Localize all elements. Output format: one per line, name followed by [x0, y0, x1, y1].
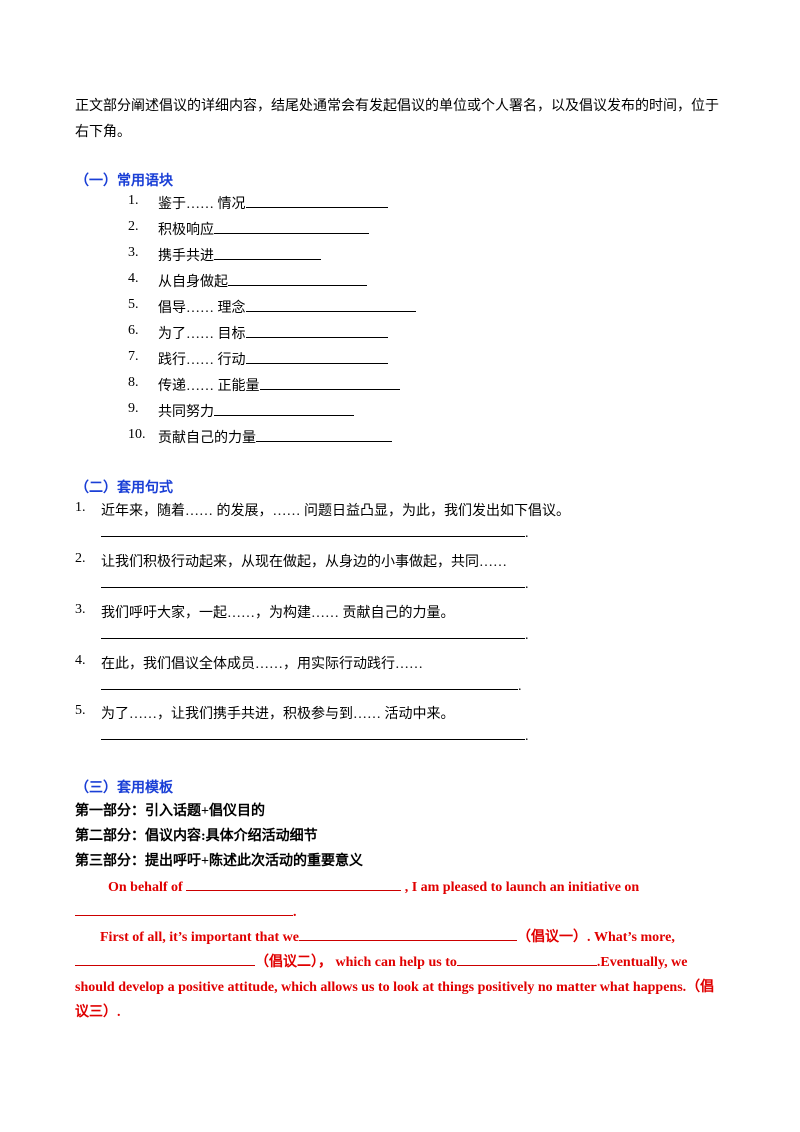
item-number: 8. — [128, 375, 139, 390]
blank — [245, 193, 388, 208]
template-part: 第三部分：提出呼吁+陈述此次活动的重要意义 — [75, 854, 363, 869]
blank — [101, 573, 525, 588]
template-text: On behalf of — [108, 880, 183, 895]
item: 共同努力 — [158, 401, 354, 421]
item-number: 4. — [128, 271, 139, 286]
item-text: 我们呼吁大家，一起……，为构建…… 贡献自己的力量。 — [101, 606, 455, 621]
template-paragraph: On behalf of , I am pleased to launch an… — [75, 875, 725, 925]
blank — [245, 349, 388, 364]
intro: 正文部分阐述倡议的详细内容，结尾处通常会有发起倡议的单位或个人署名，以及倡议发布… — [75, 99, 719, 140]
template-paragraph: First of all, it’s important that we （倡议一… — [75, 925, 725, 1025]
template-text: , I am pleased to launch an initiative o… — [404, 880, 640, 895]
item-number: 9. — [128, 401, 139, 416]
item-text: 鉴于…… 情况 — [158, 197, 246, 212]
item-number: 7. — [128, 349, 139, 364]
template-part: 第二部分：倡议内容:具体介绍活动细节 — [75, 829, 318, 844]
blank — [186, 876, 402, 891]
template-part: 第一部分：引入话题+倡仪目的 — [75, 804, 265, 819]
blank — [245, 323, 388, 338]
item-text: 从自身做起 — [158, 275, 228, 290]
template: On behalf of , I am pleased to launch an… — [75, 875, 725, 1025]
item-number: 5. — [128, 297, 139, 312]
line-end: . — [518, 679, 522, 694]
template-text: .Eventually, we should develop a positiv… — [75, 955, 715, 1020]
blank — [256, 427, 392, 442]
answer-line: . — [101, 675, 522, 695]
blank — [101, 624, 525, 639]
item: 为了…… 目标 — [158, 323, 388, 343]
blank — [228, 271, 367, 286]
item: 鉴于…… 情况 — [158, 193, 388, 213]
item-number: 10. — [128, 427, 146, 442]
item-number: 1. — [75, 500, 86, 515]
blank — [245, 297, 416, 312]
blank — [75, 951, 255, 966]
blank — [75, 901, 293, 916]
item-number: 4. — [75, 653, 86, 668]
section-title: （二）套用句式 — [75, 481, 173, 496]
answer-line: . — [101, 624, 529, 644]
item-text: 携手共进 — [158, 249, 214, 264]
blank — [298, 926, 517, 941]
item-text: 践行…… 行动 — [158, 353, 246, 368]
line-end: . — [525, 526, 529, 541]
item: 倡导…… 理念 — [158, 297, 416, 317]
item: 践行…… 行动 — [158, 349, 388, 369]
item: 积极响应 — [158, 219, 369, 239]
item-text: 积极响应 — [158, 223, 214, 238]
item-text: 近年来，随着…… 的发展，…… 问题日益凸显，为此，我们发出如下倡议。 — [101, 504, 570, 519]
item-text: 倡导…… 理念 — [158, 301, 246, 316]
item-number: 3. — [75, 602, 86, 617]
item-text: 为了……，让我们携手共进，积极参与到…… 活动中来。 — [101, 707, 455, 722]
answer-line: . — [101, 725, 529, 745]
template-text: （倡议二）， which can help us to — [255, 955, 457, 970]
section-title: （三）套用模板 — [75, 781, 173, 796]
item: 贡献自己的力量 — [158, 427, 392, 447]
template-text: . — [293, 905, 297, 920]
blank — [214, 245, 321, 260]
blank — [214, 219, 369, 234]
line-end: . — [525, 729, 529, 744]
blank — [101, 675, 518, 690]
blank — [101, 725, 525, 740]
item-text: 在此，我们倡议全体成员……，用实际行动践行…… — [101, 657, 423, 672]
item-number: 6. — [128, 323, 139, 338]
item-text: 传递…… 正能量 — [158, 379, 260, 394]
template-text: （倡议一）. What’s more, — [516, 930, 675, 945]
blank — [259, 375, 400, 390]
item-number: 3. — [128, 245, 139, 260]
blank — [456, 951, 597, 966]
line-end: . — [525, 628, 529, 643]
item: 从自身做起 — [158, 271, 367, 291]
section-title: （一）常用语块 — [75, 174, 173, 189]
blank — [101, 522, 525, 537]
line-end: . — [525, 577, 529, 592]
item: 携手共进 — [158, 245, 321, 265]
item: 传递…… 正能量 — [158, 375, 400, 395]
item-number: 2. — [128, 219, 139, 234]
item-text: 共同努力 — [158, 405, 214, 420]
template-text: First of all, it’s important that we — [100, 930, 299, 945]
item-text: 贡献自己的力量 — [158, 431, 256, 446]
item-number: 5. — [75, 703, 86, 718]
item-text: 让我们积极行动起来，从现在做起，从身边的小事做起，共同…… — [101, 555, 507, 570]
item-number: 2. — [75, 551, 86, 566]
item-number: 1. — [128, 193, 139, 208]
blank — [214, 401, 354, 416]
answer-line: . — [101, 573, 529, 593]
answer-line: . — [101, 522, 529, 542]
item-text: 为了…… 目标 — [158, 327, 246, 342]
